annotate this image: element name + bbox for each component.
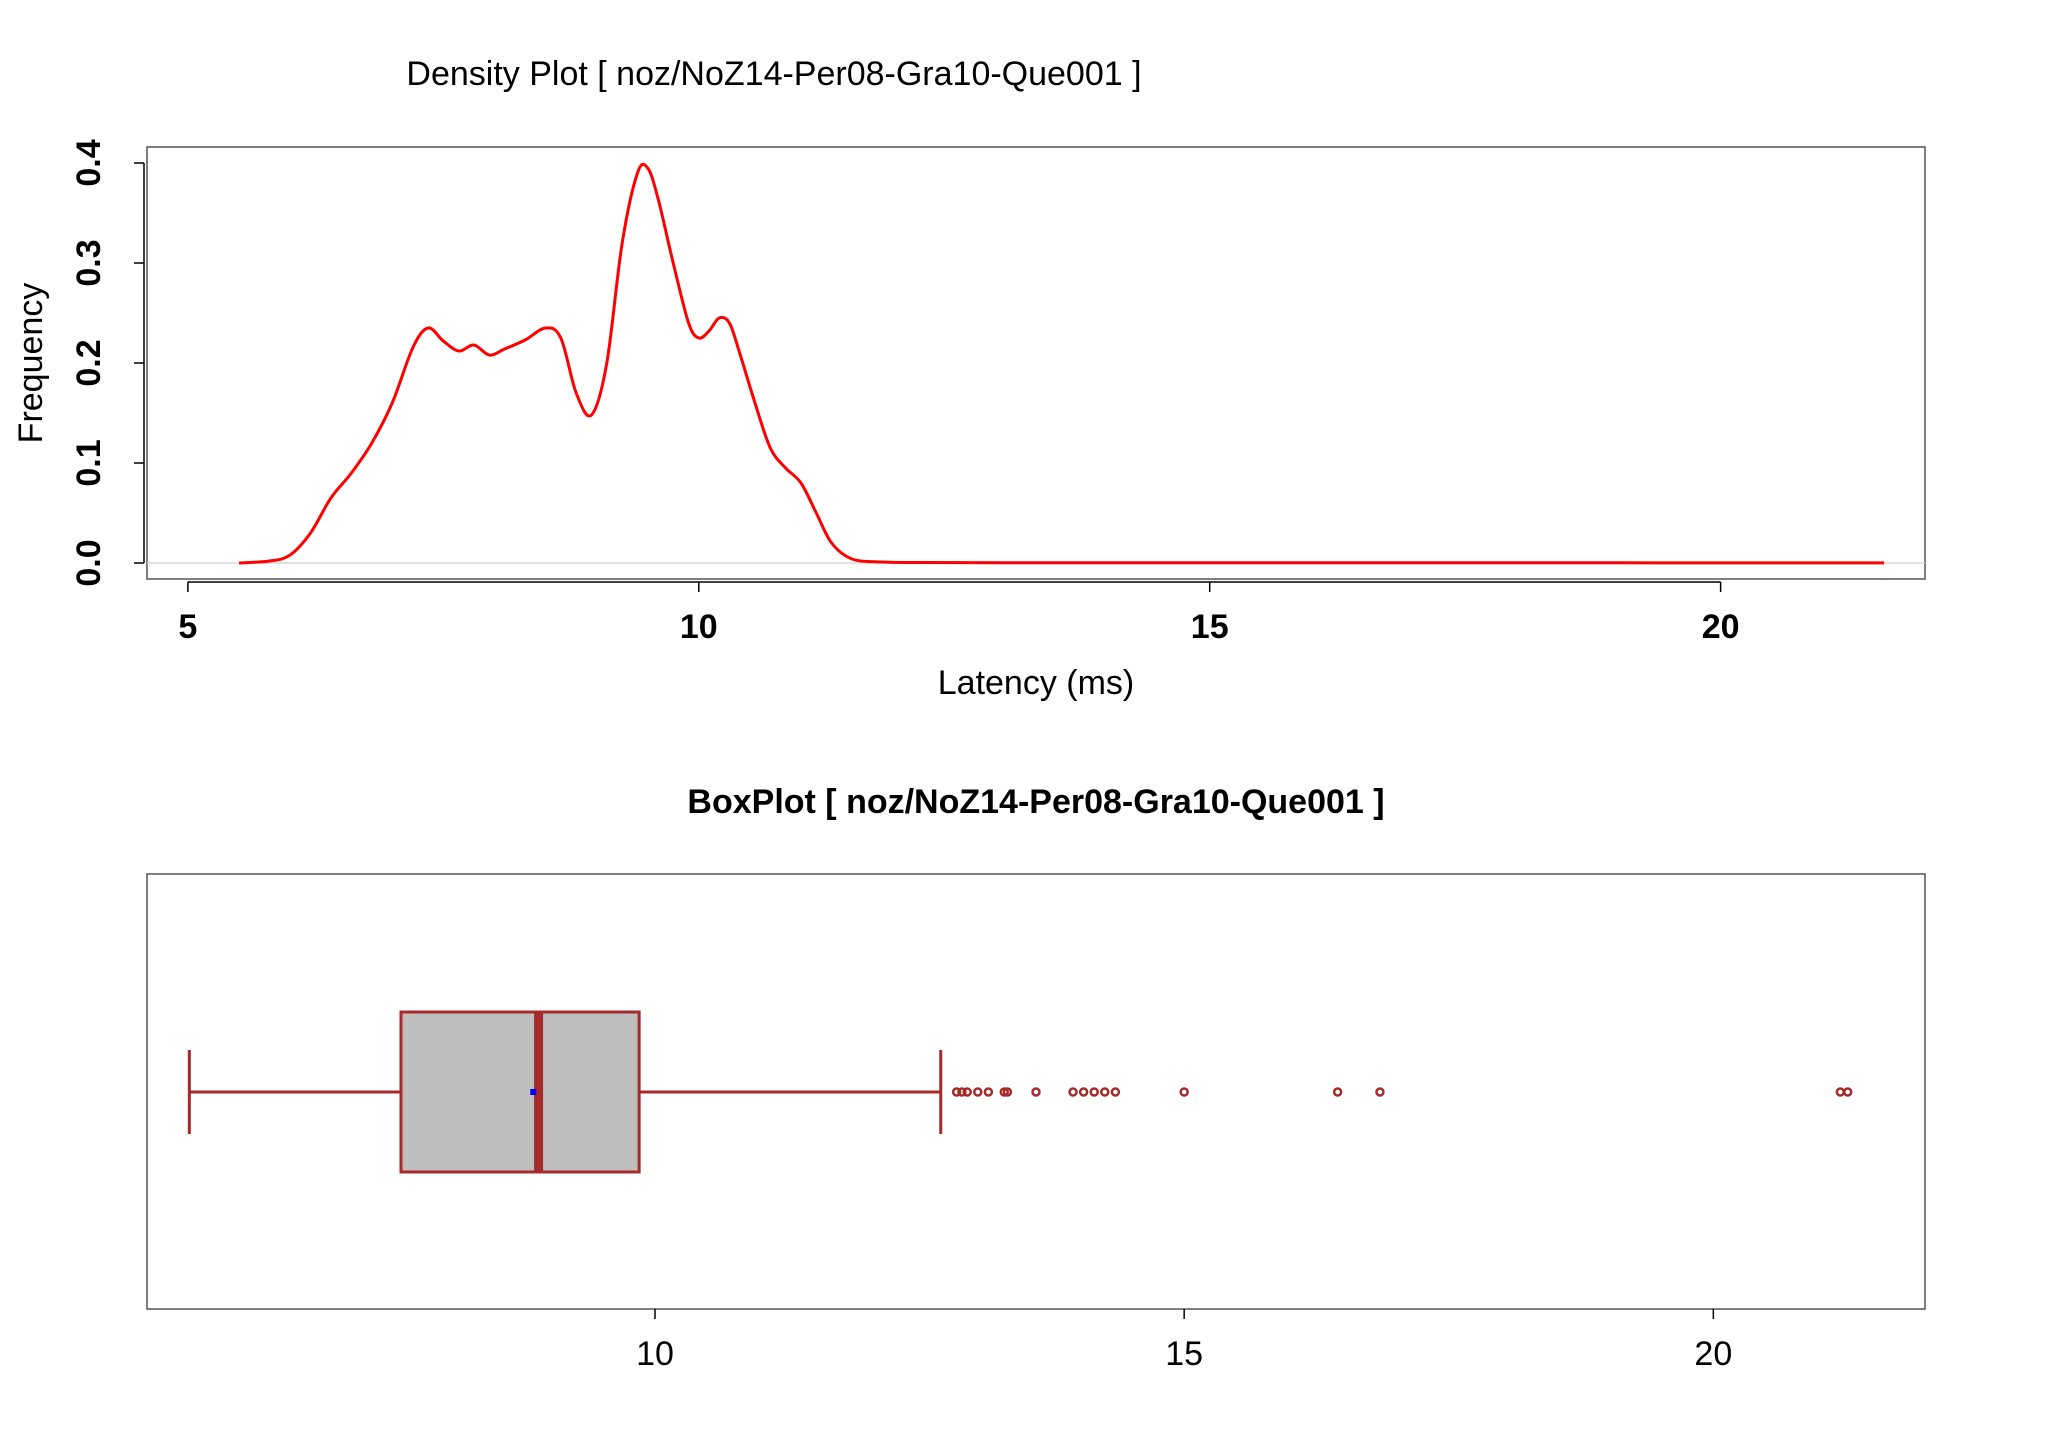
density-x-tick-label: 10: [680, 608, 718, 646]
boxplot-x-axis: 10 15 20: [636, 1309, 1732, 1373]
density-x-axis: 5 10 15 20: [178, 581, 1740, 646]
boxplot-x-tick-label: 20: [1694, 1335, 1732, 1373]
boxplot-frame: [146, 873, 1926, 1310]
boxplot-group: [187, 1010, 1853, 1174]
interquartile-box: [399, 1010, 641, 1174]
outlier-point: [957, 1087, 967, 1097]
boxplot-x-tick-label: 15: [1165, 1335, 1203, 1373]
outlier-point: [962, 1087, 972, 1097]
density-y-tick-label: 0.1: [70, 439, 108, 486]
outlier-point: [983, 1087, 994, 1097]
density-x-label: Latency (ms): [938, 664, 1135, 702]
outlier-point: [1375, 1087, 1385, 1097]
density-title: Density Plot [ noz/NoZ14-Per08-Gra10-Que…: [406, 55, 1141, 93]
mean-marker: [530, 1089, 537, 1095]
density-y-label: Frequency: [12, 283, 50, 444]
density-y-tick-label: 0.3: [70, 239, 108, 286]
outlier-point: [1002, 1087, 1013, 1097]
outlier-point: [1179, 1087, 1189, 1097]
density-y-tick-label: 0.2: [70, 339, 108, 386]
outlier-point: [1031, 1087, 1041, 1097]
outlier-point: [1068, 1087, 1078, 1097]
density-y-tick-label: 0.0: [70, 539, 108, 586]
outlier-point: [951, 1087, 962, 1097]
outlier-point: [1078, 1087, 1089, 1097]
boxplot-x-tick-label: 10: [636, 1335, 674, 1373]
outlier-point: [1332, 1087, 1343, 1097]
outlier-point: [1835, 1087, 1846, 1097]
density-curve: [238, 162, 1885, 565]
density-x-tick-label: 15: [1191, 608, 1229, 646]
density-plot-frame: [146, 146, 1926, 580]
outlier-point: [1110, 1087, 1121, 1097]
density-x-tick-label: 20: [1702, 608, 1740, 646]
outlier-point: [973, 1087, 983, 1097]
density-y-axis: 0.0 0.1 0.2 0.3 0.4: [70, 139, 145, 587]
density-y-tick-label: 0.4: [70, 139, 108, 186]
outlier-point: [1842, 1087, 1853, 1097]
outlier-point: [1089, 1087, 1099, 1097]
density-x-tick-label: 5: [178, 608, 197, 646]
boxplot-title: BoxPlot [ noz/NoZ14-Per08-Gra10-Que001 ]: [687, 783, 1384, 821]
outlier-point: [1100, 1087, 1110, 1097]
